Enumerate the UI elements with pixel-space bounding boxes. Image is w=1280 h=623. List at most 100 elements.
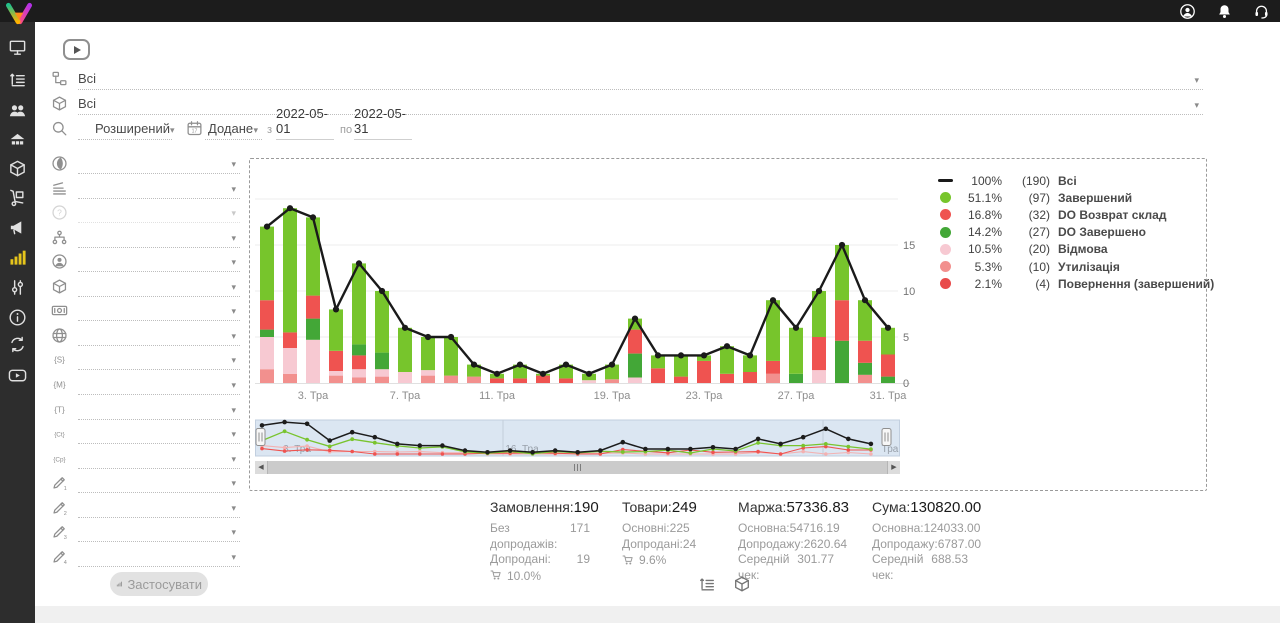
svg-text:3. Тра: 3. Тра	[283, 444, 311, 455]
scroll-right-icon[interactable]: ▶	[891, 464, 897, 471]
account-icon[interactable]	[1179, 3, 1196, 20]
apply-button[interactable]: Застосувати	[110, 572, 208, 596]
date-field-select[interactable]: Додане ▾	[205, 119, 262, 140]
utm-content-select[interactable]: ▾	[78, 423, 240, 445]
website-select[interactable]: ▾	[78, 325, 240, 346]
stat-sub-row: Основна: 54716.19	[738, 521, 840, 535]
legend-item[interactable]: 10.5% (20) Відмова	[938, 241, 1214, 258]
chart-scrollbar[interactable]: ◀ ▶	[255, 461, 900, 474]
date-to-input[interactable]: 2022-05-31	[354, 106, 412, 140]
stat-sub-row: Допродажу: 6787.00	[872, 536, 982, 551]
upsell-rate: 10.0%	[490, 569, 590, 583]
money-icon	[51, 302, 68, 319]
pencil-icon: 3	[51, 523, 68, 540]
svg-text:23. Тра: 23. Тра	[686, 390, 724, 402]
custom-field-1-select[interactable]: ▾	[78, 472, 240, 494]
date-from-label: з	[267, 124, 273, 136]
legend-item[interactable]: 16.8% (32) DO Возврат склад	[938, 206, 1214, 223]
chevron-down-icon: ▾	[1194, 100, 1199, 110]
legend-count: (97)	[1028, 190, 1050, 205]
custom-field-3-select[interactable]: ▾	[78, 521, 240, 543]
stat-title: Маржа: 57336.83	[738, 499, 850, 516]
calendar-icon: 17	[186, 120, 203, 137]
source-select[interactable]: ▾	[78, 153, 240, 174]
pencil-icon: 4	[51, 548, 68, 565]
priority-select[interactable]: ▾	[78, 178, 240, 199]
svg-text:5: 5	[903, 332, 909, 344]
date-from-input[interactable]: 2022-05-01	[276, 106, 334, 140]
stat-title: Сума: 130820.00	[872, 499, 982, 516]
structure-select[interactable]: ▾	[78, 227, 240, 248]
stat-sub-row: Основна: 124033.00	[872, 521, 981, 535]
utm-medium-select[interactable]: ▾	[78, 374, 240, 395]
sidebar-item-orders[interactable]	[8, 70, 27, 89]
sidebar-item-dashboard[interactable]	[8, 38, 27, 57]
line-swatch-icon	[938, 179, 953, 182]
stat-column: Сума: 130820.00 Основна: 124033.00 Допродажу…	[872, 499, 982, 583]
sidebar-item-info[interactable]	[8, 308, 27, 327]
utm-campaign-select[interactable]: ▾	[78, 448, 240, 469]
orders-view-toggle[interactable]	[698, 575, 716, 593]
notifications-icon[interactable]	[1216, 3, 1233, 20]
support-icon[interactable]	[1253, 3, 1270, 20]
legend-label: Всі	[1058, 173, 1077, 188]
sidebar-item-settings[interactable]	[8, 278, 27, 297]
topbar	[0, 0, 1280, 22]
payment-select[interactable]: ▾	[78, 300, 240, 322]
legend-item[interactable]: 5.3% (10) Утилізація	[938, 258, 1214, 275]
custom-field-2-select[interactable]: ▾	[78, 497, 240, 518]
legend-percent: 100%	[971, 173, 1002, 188]
custom-field-4-select[interactable]: ▾	[78, 546, 240, 567]
svg-text:27. Тра: 27. Тра	[778, 390, 816, 402]
chevron-down-icon: ▾	[231, 379, 236, 390]
scrollbar-thumb[interactable]	[267, 461, 888, 474]
navigator-handle[interactable]	[255, 428, 266, 446]
sidebar-item-purchases[interactable]	[8, 188, 27, 207]
svg-text:16. Тра: 16. Тра	[505, 444, 539, 455]
chevron-down-icon: ▾	[231, 281, 236, 292]
video-help-button[interactable]	[63, 39, 90, 60]
legend-label: Відмова	[1058, 242, 1108, 257]
sidebar-item-marketing[interactable]	[8, 218, 27, 237]
legend-item[interactable]: 100% (190) Всі	[938, 172, 1214, 189]
topbar-icons	[1179, 0, 1270, 22]
status-select[interactable]: Всі ▾	[78, 69, 1203, 90]
chevron-down-icon: ▾	[231, 208, 236, 219]
product-filter-select[interactable]: ▾	[78, 276, 240, 297]
sidebar-item-products[interactable]	[8, 159, 27, 178]
search-mode-select[interactable]: Розширений ▾	[78, 119, 175, 140]
manager-select[interactable]: ▾	[78, 251, 240, 273]
product-select[interactable]: Всі ▾	[78, 94, 1203, 115]
stat-title: Замовлення: 190	[490, 499, 599, 516]
svg-text:10: 10	[903, 286, 915, 298]
chart-navigator[interactable]: 3. Тра 16. Тра Тра	[255, 419, 900, 461]
upsell-rate: 9.6%	[622, 553, 688, 567]
legend-item[interactable]: 51.1% (97) Завершений	[938, 189, 1214, 206]
dot-swatch-icon	[940, 243, 951, 255]
legend-item[interactable]: 2.1% (4) Повернення (завершений)	[938, 275, 1214, 292]
sidebar-item-video-tutorials[interactable]	[8, 366, 27, 385]
sidebar-item-sync[interactable]	[8, 335, 27, 354]
sidebar-item-statistics[interactable]	[8, 248, 27, 267]
sidebar-item-clients[interactable]	[8, 101, 27, 120]
chevron-down-icon: ▾	[231, 404, 236, 415]
app-logo-icon[interactable]	[4, 1, 34, 28]
svg-text:Тра: Тра	[882, 444, 899, 455]
scroll-left-icon[interactable]: ◀	[258, 464, 264, 471]
chart-panel	[249, 158, 1207, 491]
stat-column: Замовлення: 190 Без допродажів: 171 Допродан…	[490, 499, 599, 583]
orders-by-day-chart: 0 5 10 15 3. Тра 7. Тра 11. Тра 19. Тра 23. Тра 2…	[255, 198, 915, 402]
stat-value: 190	[573, 499, 599, 516]
stat-sub-row: Основні: 225	[622, 521, 690, 535]
utm-term-select[interactable]: ▾	[78, 399, 240, 420]
navigator-handle[interactable]	[881, 428, 892, 446]
svg-text:{T}: {T}	[54, 405, 65, 414]
chevron-down-icon: ▾	[231, 429, 236, 440]
chevron-down-icon: ▾	[231, 232, 236, 243]
products-view-toggle[interactable]	[733, 575, 751, 593]
utm-source-select[interactable]: ▾	[78, 349, 240, 371]
help-icon: ?	[51, 204, 68, 221]
sidebar-item-store[interactable]	[8, 131, 27, 150]
dot-swatch-icon	[940, 209, 951, 221]
legend-item[interactable]: 14.2% (27) DO Завершено	[938, 224, 1214, 241]
